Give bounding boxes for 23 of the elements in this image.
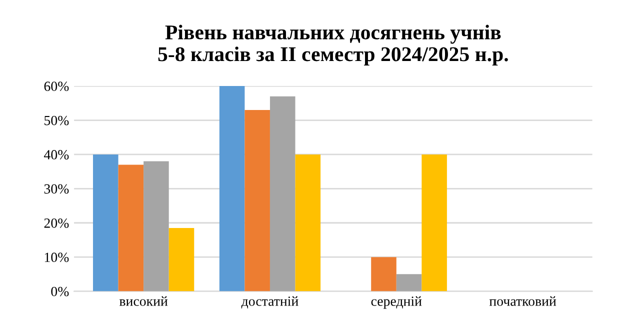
bar xyxy=(219,86,245,292)
bar xyxy=(422,154,447,292)
y-tick-label: 60% xyxy=(44,82,69,92)
bar xyxy=(168,228,194,292)
bar xyxy=(244,110,270,292)
y-tick-label: 10% xyxy=(44,252,69,262)
x-tick-label: високий xyxy=(119,296,168,306)
bar xyxy=(295,154,321,292)
bar xyxy=(93,154,118,292)
y-tick-label: 50% xyxy=(44,116,69,126)
y-tick-label: 0% xyxy=(51,286,69,296)
y-tick-label: 40% xyxy=(44,150,69,160)
bar xyxy=(396,274,422,292)
bar xyxy=(371,257,396,292)
bar xyxy=(118,164,144,292)
bar xyxy=(270,96,296,292)
x-tick-label: достатній xyxy=(241,296,298,308)
y-tick-label: 30% xyxy=(44,184,69,194)
bar xyxy=(144,161,169,292)
chart-title: Рівень навчальних досягнень учнів 5-8 класів за ІІ семестр 2024/2025 н.р. xyxy=(158,24,508,66)
x-tick-label: середній xyxy=(371,296,422,309)
x-tick-label: початковий xyxy=(489,296,556,306)
y-tick-label: 20% xyxy=(44,218,69,228)
